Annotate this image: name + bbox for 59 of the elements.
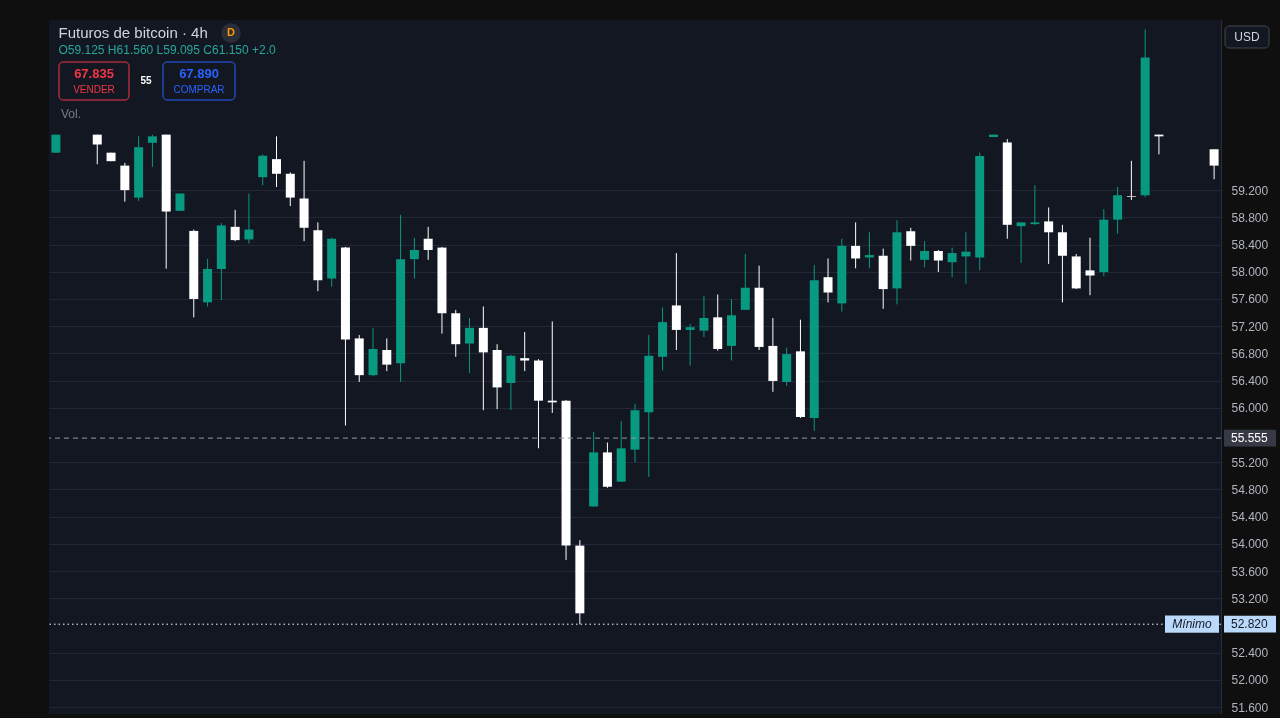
y-tick-label: 57.200	[1231, 319, 1269, 334]
candlestick	[258, 153, 268, 186]
text: O59.125 H61.560 L59.095 C61.150 +2.0	[58, 43, 276, 57]
y-tick-label: 56.800	[1231, 346, 1269, 361]
y-tick-label: 56.400	[1231, 374, 1269, 389]
candlestick	[409, 237, 419, 280]
y-tick-label: 54.400	[1231, 510, 1269, 525]
candlestick	[147, 134, 157, 168]
candlestick	[933, 249, 943, 273]
candlestick	[1209, 148, 1219, 180]
candlestick	[520, 331, 530, 372]
text: USD	[1234, 30, 1260, 44]
annotation: Vol.	[61, 107, 82, 121]
annotation: 55	[140, 75, 152, 86]
y-tick-label: 54.000	[1231, 537, 1269, 552]
candlestick	[285, 171, 295, 207]
candlestick	[465, 317, 475, 374]
candlestick	[382, 337, 392, 372]
annotation: Mínimo	[1172, 617, 1212, 632]
chart-title: Futuros de bitcoin · 4h	[58, 24, 208, 41]
y-tick-label: 56.000	[1231, 401, 1269, 416]
annotation: VENDER	[73, 84, 115, 95]
annotation: 67.890	[179, 66, 219, 81]
candlestick	[1044, 206, 1054, 265]
y-tick-label: 52.400	[1231, 646, 1269, 661]
y-tick-label: 52.000	[1231, 673, 1269, 688]
candlestick	[230, 209, 240, 242]
annotation: D	[227, 26, 236, 38]
candlestick	[244, 193, 254, 245]
y-tick-label: 51.600	[1231, 700, 1269, 715]
ref-line-label: 55.555	[1231, 431, 1269, 446]
candlestick	[1030, 184, 1040, 226]
y-tick-label: 59.200	[1231, 183, 1269, 198]
annotation: COMPRAR	[173, 84, 225, 95]
candlestick	[851, 221, 861, 269]
candlestick	[740, 253, 750, 311]
y-tick-label: 58.800	[1231, 210, 1269, 225]
candlestick	[947, 247, 957, 278]
y-tick-label: 53.200	[1231, 591, 1269, 606]
y-tick-label: 54.800	[1231, 482, 1269, 497]
candlestick	[92, 134, 102, 165]
candlestick	[906, 227, 916, 262]
annotation: 67.835	[74, 66, 114, 81]
candlestick	[1016, 221, 1026, 264]
y-tick-label: 53.600	[1231, 564, 1269, 579]
y-tick-label: 58.400	[1231, 238, 1269, 253]
candlestick	[272, 135, 282, 188]
candlestick	[1126, 160, 1136, 201]
candlestick	[685, 323, 695, 367]
candlestick	[423, 226, 433, 261]
candlestick	[1057, 224, 1067, 303]
y-tick-label: 57.600	[1231, 292, 1269, 307]
candlestick	[920, 240, 930, 268]
candlestick	[823, 257, 833, 303]
candlestick	[1085, 237, 1095, 296]
candlestick	[699, 295, 709, 338]
y-tick-label: 55.200	[1231, 455, 1269, 470]
y-tick-label: 58.000	[1231, 265, 1269, 280]
ref-line-label: 52.820	[1231, 617, 1269, 632]
